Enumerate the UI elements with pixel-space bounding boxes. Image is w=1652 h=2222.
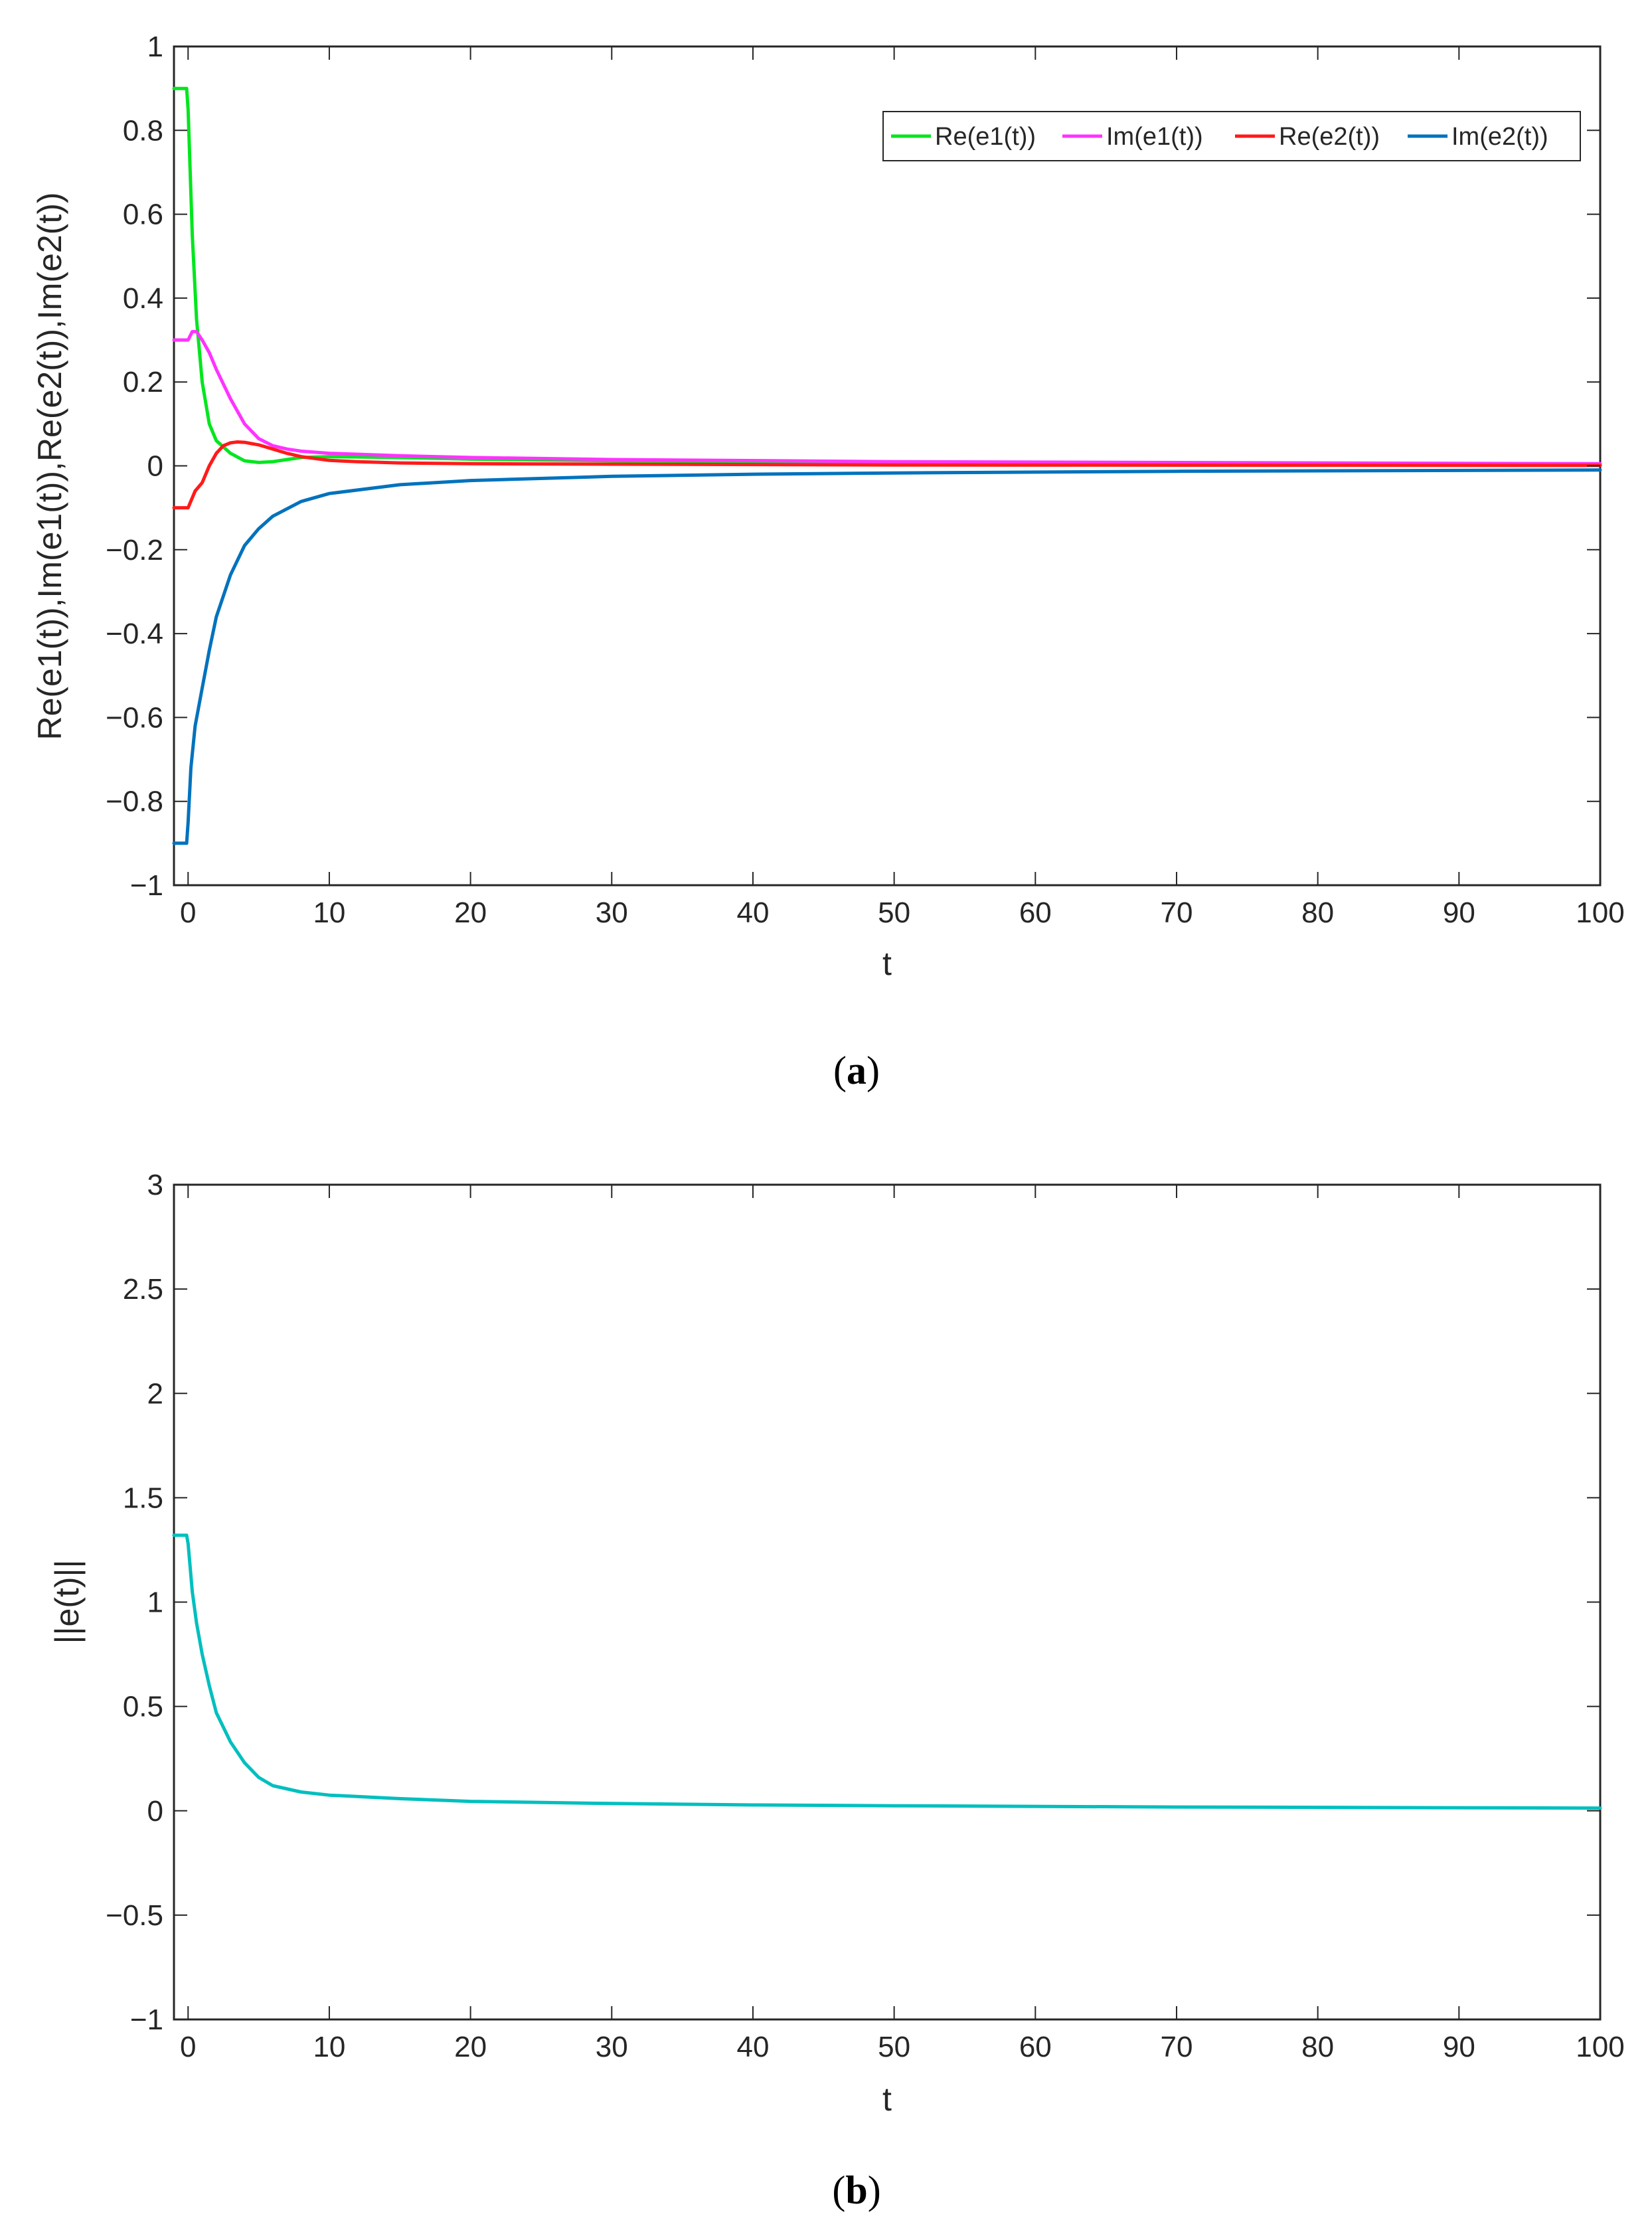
y-tick-label: 0.5 — [123, 1691, 163, 1723]
series-line-im-e1-t — [172, 329, 1602, 466]
x-tick-label: 10 — [313, 897, 345, 929]
plot-a-x-axis-label: t — [882, 945, 892, 982]
y-tick-label: 1.5 — [123, 1482, 163, 1514]
y-tick-label: 3 — [147, 1169, 163, 1201]
plot-b-tick-labels: 0 10 20 30 40 50 60 70 80 90 100 −1 −0.5 0 0.5 1 1.5 2 2.5… — [106, 1169, 1625, 2063]
y-tick-label: 1 — [147, 31, 163, 63]
y-tick-label: −0.4 — [106, 618, 163, 650]
x-tick-label: 10 — [313, 2031, 345, 2063]
panel-a: 0 10 20 30 40 50 60 70 80 90 100−1−0.8−0.6−0.4−0.2… — [31, 31, 1625, 1092]
y-tick-label: 0 — [147, 1795, 163, 1828]
caption-a-close-paren: ) — [867, 1049, 880, 1092]
legend-label-im-e1: Im(e1(t)) — [1106, 123, 1203, 151]
x-tick-label: 50 — [878, 897, 910, 929]
y-tick-label: −0.6 — [106, 701, 163, 734]
caption-b-open-paren: ( — [832, 2168, 845, 2212]
y-tick-label: 2 — [147, 1377, 163, 1410]
plot-a-tick-labels: 0 10 20 30 40 50 60 70 80 90 100−1−0.8−0.6−0.4−0.2… — [106, 31, 1625, 929]
plot-a-ticks — [174, 46, 1601, 886]
y-tick-label: 2.5 — [123, 1273, 163, 1306]
caption-b-letter: b — [845, 2168, 867, 2212]
x-tick-label: 100 — [1576, 897, 1624, 929]
series-line-norm — [172, 1533, 1602, 1810]
x-tick-label: 0 — [180, 2031, 196, 2063]
plot-b-series — [172, 1533, 1602, 1810]
y-tick-label: 1 — [147, 1586, 163, 1619]
legend-label-re-e1: Re(e1(t)) — [935, 123, 1036, 151]
x-tick-label: 90 — [1443, 897, 1475, 929]
x-tick-label: 30 — [596, 897, 628, 929]
y-tick-label: −0.5 — [106, 1899, 163, 1932]
legend-box — [882, 111, 1581, 161]
x-tick-label: 70 — [1161, 897, 1193, 929]
plot-a-legend: Re(e1(t)) Im(e1(t)) Re(e2(t)) Im(e2(t)) — [882, 111, 1581, 161]
y-tick-label: 0.2 — [123, 366, 163, 398]
x-tick-label: 30 — [596, 2031, 628, 2063]
legend-label-im-e2: Im(e2(t)) — [1451, 123, 1548, 151]
x-tick-label: 80 — [1301, 2031, 1334, 2063]
series-line-im-e2-t — [172, 468, 1602, 845]
plot-a-series — [172, 86, 1602, 845]
y-tick-label: −1 — [130, 2004, 163, 2036]
y-tick-label: 0.4 — [123, 282, 163, 315]
caption-a-open-paren: ( — [833, 1049, 847, 1092]
caption-b: (b) — [832, 2168, 880, 2212]
series-line-re-e2-t — [172, 440, 1602, 510]
panel-b: 0 10 20 30 40 50 60 70 80 90 100 −1 −0.5 0 0.5 1 1.5 2 2.5… — [48, 1169, 1625, 2212]
plot-b-y-axis-label: ||e(t)|| — [48, 1560, 86, 1644]
x-tick-label: 0 — [180, 897, 196, 929]
plot-a-y-axis-label: Re(e1(t)),Im(e1(t)),Re(e2(t)),Im(e2(t)) — [31, 192, 68, 740]
x-tick-label: 20 — [454, 2031, 487, 2063]
legend-label-re-e2: Re(e2(t)) — [1279, 123, 1380, 151]
y-tick-label: 0 — [147, 450, 163, 483]
x-tick-label: 60 — [1019, 2031, 1052, 2063]
x-tick-label: 40 — [736, 2031, 769, 2063]
y-tick-label: −0.2 — [106, 534, 163, 566]
x-tick-label: 40 — [736, 897, 769, 929]
caption-a-letter: a — [847, 1049, 867, 1092]
x-tick-label: 90 — [1443, 2031, 1475, 2063]
plot-b-x-axis-label: t — [882, 2081, 892, 2118]
y-tick-label: −1 — [130, 869, 163, 902]
x-tick-label: 100 — [1576, 2031, 1624, 2063]
caption-a: (a) — [833, 1049, 880, 1092]
y-tick-label: 0.6 — [123, 199, 163, 231]
series-line-re-e1-t — [172, 86, 1602, 466]
plot-b-frame — [173, 1183, 1602, 2021]
x-tick-label: 70 — [1161, 2031, 1193, 2063]
x-tick-label: 50 — [878, 2031, 910, 2063]
plot-b-ticks — [174, 1184, 1601, 2020]
y-tick-label: −0.8 — [106, 786, 163, 818]
y-tick-label: 0.8 — [123, 114, 163, 147]
x-tick-label: 20 — [454, 897, 487, 929]
caption-b-close-paren: ) — [868, 2168, 881, 2212]
x-tick-label: 80 — [1301, 897, 1334, 929]
x-tick-label: 60 — [1019, 897, 1052, 929]
